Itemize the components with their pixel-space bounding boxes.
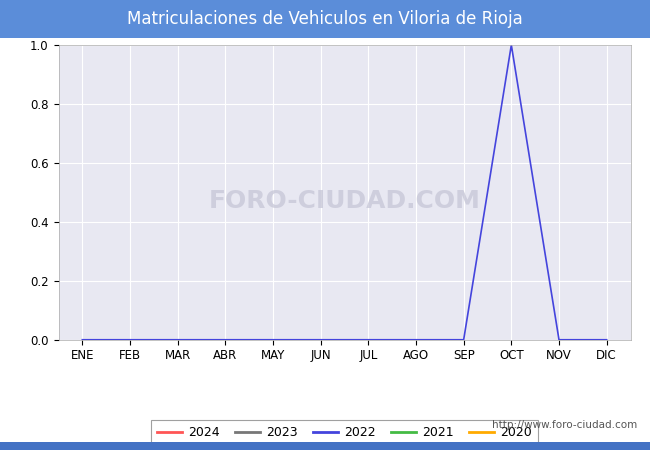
Text: FORO-CIUDAD.COM: FORO-CIUDAD.COM [209,189,480,213]
Text: http://www.foro-ciudad.com: http://www.foro-ciudad.com [492,420,637,430]
Text: Matriculaciones de Vehiculos en Viloria de Rioja: Matriculaciones de Vehiculos en Viloria … [127,10,523,28]
Legend: 2024, 2023, 2022, 2021, 2020: 2024, 2023, 2022, 2021, 2020 [151,420,538,446]
